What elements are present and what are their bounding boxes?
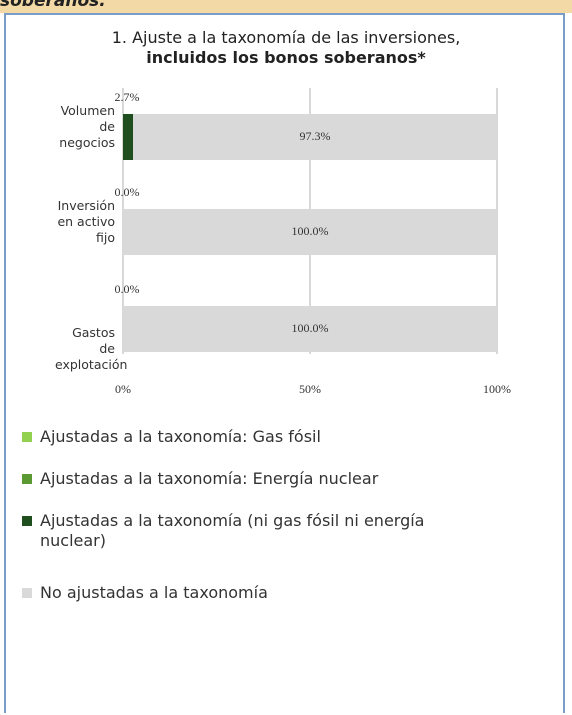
x-tick-label: 100% [483, 382, 511, 396]
frame [4, 13, 565, 713]
legend-label: Ajustadas a la taxonomía (ni gas fósil n… [40, 511, 425, 550]
value-label: 0.0% [115, 185, 140, 199]
value-label: 2.7% [115, 90, 140, 104]
bar-segment [123, 209, 497, 255]
value-label: 97.3% [300, 129, 331, 143]
legend-swatch [22, 588, 32, 598]
header-text: soberanos. [0, 0, 106, 11]
chart-title: 1. Ajuste a la taxonomía de las inversio… [111, 28, 461, 47]
header-strip: soberanos. [0, 0, 572, 13]
x-tick-label: 0% [115, 382, 131, 396]
legend-label: No ajustadas a la taxonomía [40, 583, 268, 602]
legend-swatch [22, 432, 32, 442]
value-label: 0.0% [115, 282, 140, 296]
legend-swatch [22, 474, 32, 484]
category-label: Inversión en activo fijo [57, 198, 115, 245]
x-tick-label: 50% [299, 382, 321, 396]
chart: 0% 50% 100% 2.7% 97.3% 0.0% 100.0% 0.0% 100.0% [115, 88, 511, 396]
legend-label: Ajustadas a la taxonomía: Energía nuclea… [40, 469, 379, 488]
chart-subtitle: incluidos los bonos soberanos* [146, 48, 426, 67]
legend-swatch [22, 516, 32, 526]
legend-label: Ajustadas a la taxonomía: Gas fósil [40, 427, 321, 446]
value-label: 100.0% [292, 224, 329, 238]
category-label: Volumen de negocios [59, 103, 115, 150]
bar-segment [123, 114, 134, 160]
bar-segment [133, 114, 497, 160]
value-label: 100.0% [292, 321, 329, 335]
category-label: Gastos de explotación [55, 325, 128, 372]
bar-segment [123, 306, 497, 352]
